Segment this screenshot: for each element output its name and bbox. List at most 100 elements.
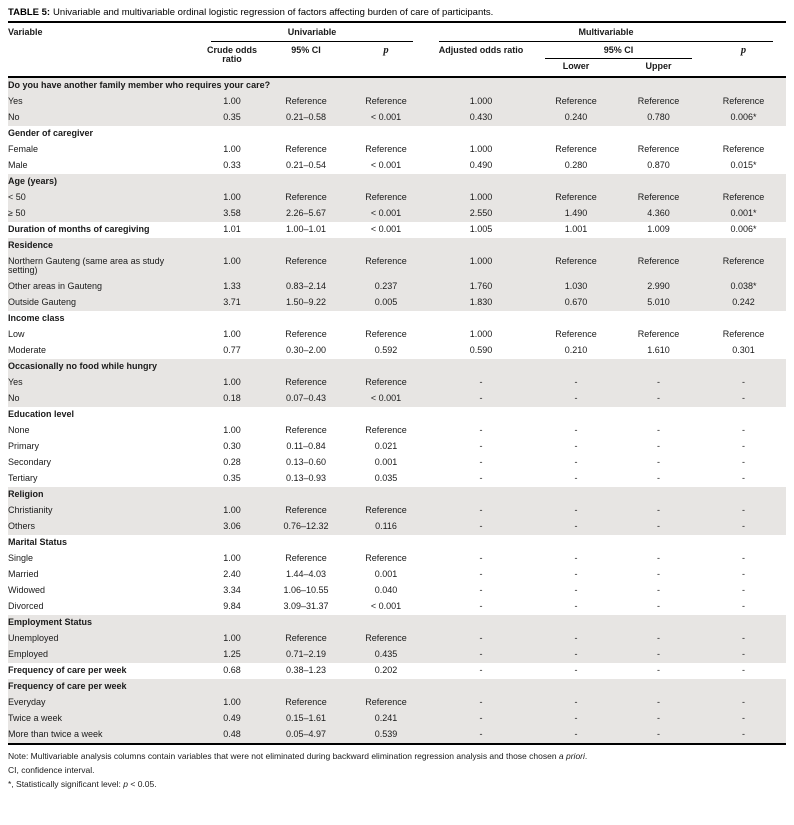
- value-cell: 9.84: [223, 601, 241, 611]
- data-row: Female 1.00 Reference Reference 1.000 Referen…: [8, 142, 786, 158]
- value-cell: Reference: [701, 93, 787, 110]
- value-cell: Reference: [722, 143, 765, 154]
- ci-multivariable-group-label: 95% CI: [545, 45, 692, 59]
- footnote-text: CI, confidence interval.: [8, 765, 95, 775]
- value-cell: Reference: [536, 93, 616, 110]
- univariable-group-label: Univariable: [211, 27, 413, 42]
- value-cell: -: [574, 665, 578, 675]
- value-cell: 0.35: [223, 473, 241, 483]
- value-cell: 1.00: [198, 253, 266, 279]
- header-bounds-row: Lower Upper: [8, 60, 786, 78]
- value-cell: 1.00: [223, 553, 241, 563]
- section-header-cell: Income class: [8, 313, 65, 323]
- value-cell: 0.670: [536, 295, 616, 311]
- value-cell: -: [657, 601, 660, 611]
- value-cell: -: [479, 457, 483, 467]
- footnote-text: *, Statistically significant level:: [8, 779, 124, 789]
- value-cell: -: [657, 441, 660, 451]
- value-cell: < 0.001: [370, 159, 402, 170]
- value-cell: Reference: [346, 503, 426, 519]
- value-cell: Reference: [365, 329, 407, 339]
- column-group-multivariable: Multivariable: [426, 24, 786, 43]
- section-header-row: Residence: [8, 237, 787, 254]
- value-cell: Reference: [365, 143, 407, 154]
- variable-cell: Widowed: [8, 585, 46, 595]
- data-row: Frequency of care per week 0.68 0.38–1.23 0…: [8, 663, 786, 679]
- value-cell: < 0.001: [370, 601, 402, 611]
- data-row: Single 1.00 Reference Reference - - - -: [8, 551, 786, 567]
- value-cell: 1.760: [426, 279, 536, 295]
- value-cell: 0.870: [647, 159, 670, 170]
- value-cell: 1.33: [198, 279, 266, 295]
- value-cell: -: [479, 553, 483, 563]
- value-cell: 0.116: [346, 519, 426, 535]
- section-header-row: Marital Status: [8, 535, 786, 551]
- section-header-cell: Age (years): [8, 173, 787, 190]
- value-cell: 0.040: [374, 585, 398, 595]
- data-row: Yes 1.00 Reference Reference 1.000 Reference R…: [8, 93, 787, 110]
- value-cell: 1.01: [223, 223, 241, 234]
- value-cell: Reference: [555, 143, 597, 154]
- variable-cell: Employed: [8, 647, 198, 663]
- value-cell: 0.49: [198, 711, 266, 727]
- value-cell: 1.000: [469, 143, 493, 154]
- section-header-row: Occasionally no food while hungry: [8, 359, 787, 375]
- value-cell: 0.242: [701, 295, 787, 311]
- value-cell: < 0.001: [370, 223, 402, 234]
- variable-cell: Single: [8, 553, 34, 563]
- variable-cell: Northern Gauteng (same area as study set…: [8, 253, 198, 279]
- value-cell: 0.001*: [701, 205, 787, 222]
- value-cell: 0.590: [469, 345, 493, 355]
- value-cell: -: [574, 441, 578, 451]
- value-cell: 0.038*: [701, 279, 787, 295]
- value-cell: -: [701, 695, 787, 711]
- value-cell: 0.21–0.58: [266, 109, 346, 126]
- value-cell: Reference: [555, 329, 597, 339]
- value-cell: 0.71–2.19: [266, 647, 346, 663]
- variable-cell: Male: [8, 159, 28, 170]
- value-cell: 0.35: [198, 109, 266, 126]
- data-row: Secondary 0.28 0.13–0.60 0.001 - - - -: [8, 455, 786, 471]
- value-cell: -: [616, 503, 701, 519]
- value-cell: -: [742, 457, 745, 467]
- table-title-prefix: TABLE 5:: [8, 7, 51, 18]
- value-cell: -: [574, 425, 578, 435]
- variable-cell: None: [8, 425, 30, 435]
- value-cell: 1.830: [426, 295, 536, 311]
- value-cell: -: [479, 665, 483, 675]
- value-cell: -: [479, 569, 483, 579]
- value-cell: 0.48: [198, 727, 266, 745]
- value-cell: 0.13–0.93: [285, 473, 327, 483]
- value-cell: 1.00: [198, 503, 266, 519]
- value-cell: -: [701, 711, 787, 727]
- data-row: Moderate 0.77 0.30–2.00 0.592 0.590 0.210 1.61…: [8, 343, 786, 359]
- value-cell: 0.11–0.84: [286, 441, 326, 451]
- data-row: None 1.00 Reference Reference - - - -: [8, 423, 786, 439]
- section-header-cell: Occasionally no food while hungry: [8, 359, 787, 375]
- value-cell: -: [742, 473, 745, 483]
- value-cell: 0.18: [198, 391, 266, 407]
- data-row: Northern Gauteng (same area as study set…: [8, 253, 787, 279]
- header-sub-row: Crude odds ratio 95% CI p Adjusted odds …: [8, 42, 787, 78]
- variable-cell: Frequency of care per week: [8, 665, 127, 675]
- table-body: Do you have another family member who re…: [8, 76, 787, 745]
- value-cell: Reference: [346, 189, 426, 206]
- variable-cell: Everyday: [8, 695, 198, 711]
- value-cell: Reference: [285, 553, 327, 563]
- value-cell: Reference: [346, 93, 426, 110]
- footnote: CI, confidence interval.: [8, 765, 786, 775]
- variable-cell: Christianity: [8, 503, 198, 519]
- value-cell: 0.05–4.97: [266, 727, 346, 745]
- footnote: *, Statistically significant level: p < …: [8, 779, 786, 789]
- value-cell: 0.005: [346, 295, 426, 311]
- value-cell: 1.000: [426, 189, 536, 206]
- value-cell: Reference: [536, 253, 616, 279]
- section-header-cell: Religion: [8, 487, 787, 503]
- value-cell: -: [479, 441, 483, 451]
- value-cell: -: [479, 601, 483, 611]
- value-cell: -: [536, 391, 616, 407]
- value-cell: 3.06: [198, 519, 266, 535]
- value-cell: -: [536, 503, 616, 519]
- value-cell: -: [574, 553, 578, 563]
- value-cell: -: [574, 569, 578, 579]
